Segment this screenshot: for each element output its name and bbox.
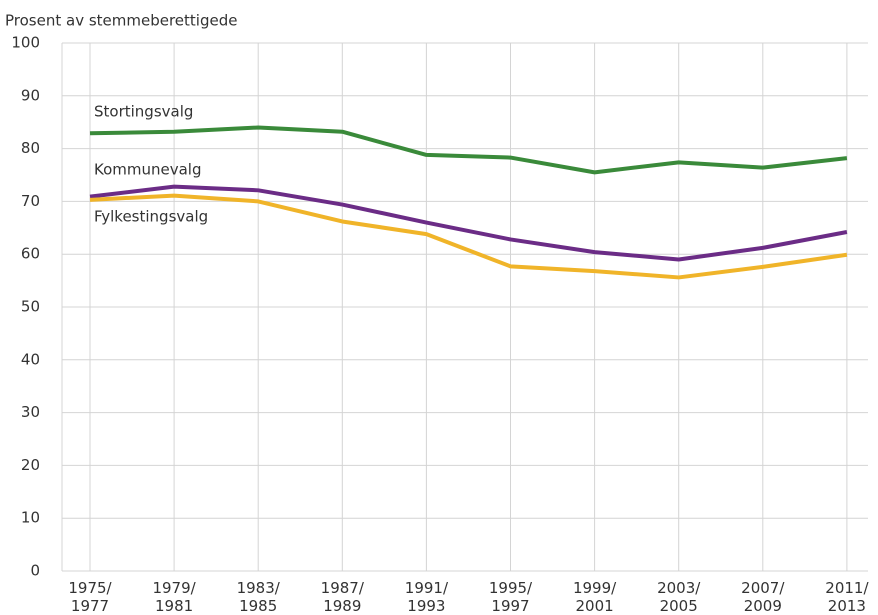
x-tick-label-line: 1977 [71,597,109,615]
x-tick-label-line: 1985 [239,597,277,615]
y-tick-label: 50 [21,298,40,316]
y-tick-label: 40 [21,350,40,368]
series-label: Stortingsvalg [94,103,193,121]
x-tick-label: 1995/1997 [489,579,533,615]
x-tick-label: 2011/2013 [825,579,869,615]
series-line [89,193,848,280]
y-tick-label: 100 [11,34,40,52]
x-tick-label-line: 1993 [407,597,445,615]
y-tick-label: 90 [21,86,40,104]
x-tick-label-line: 1983/ [237,579,281,597]
x-tick-label-line: 2007/ [741,579,785,597]
series-line [89,184,848,262]
x-tick-label-line: 2011/ [825,579,869,597]
y-tick-label: 30 [21,403,40,421]
series-line [89,125,848,175]
x-tick-label-line: 1981 [155,597,193,615]
x-tick-label: 1987/1989 [321,579,365,615]
x-tick-label: 1999/2001 [573,579,617,615]
series-label: Kommunevalg [94,161,202,179]
y-axis-label: Prosent av stemmeberettigede [5,12,237,30]
x-tick-label-line: 1991/ [405,579,449,597]
x-tick-label: 1979/1981 [152,579,196,615]
x-tick-label-line: 1979/ [152,579,196,597]
y-tick-label: 70 [21,192,40,210]
x-tick-label-line: 2009 [744,597,782,615]
x-tick-label-line: 1987/ [321,579,365,597]
x-tick-label-line: 1989 [323,597,361,615]
x-tick-label: 2007/2009 [741,579,785,615]
y-tick-label: 80 [21,139,40,157]
x-tick-label-line: 2013 [828,597,866,615]
y-tick-label: 10 [21,509,40,527]
series-label: Fylkestingsvalg [94,208,208,226]
x-tick-label-line: 2005 [660,597,698,615]
x-tick-label: 1975/1977 [68,579,112,615]
x-tick-label-line: 1997 [491,597,529,615]
y-tick-label: 0 [30,562,40,580]
x-tick-label-line: 1999/ [573,579,617,597]
x-tick-label-line: 2001 [576,597,614,615]
y-tick-label: 60 [21,245,40,263]
x-tick-label: 1983/1985 [237,579,281,615]
x-tick-label: 2003/2005 [657,579,701,615]
y-tick-label: 20 [21,456,40,474]
x-tick-label-line: 1995/ [489,579,533,597]
x-tick-label: 1991/1993 [405,579,449,615]
x-tick-label-line: 2003/ [657,579,701,597]
x-tick-label-line: 1975/ [68,579,112,597]
